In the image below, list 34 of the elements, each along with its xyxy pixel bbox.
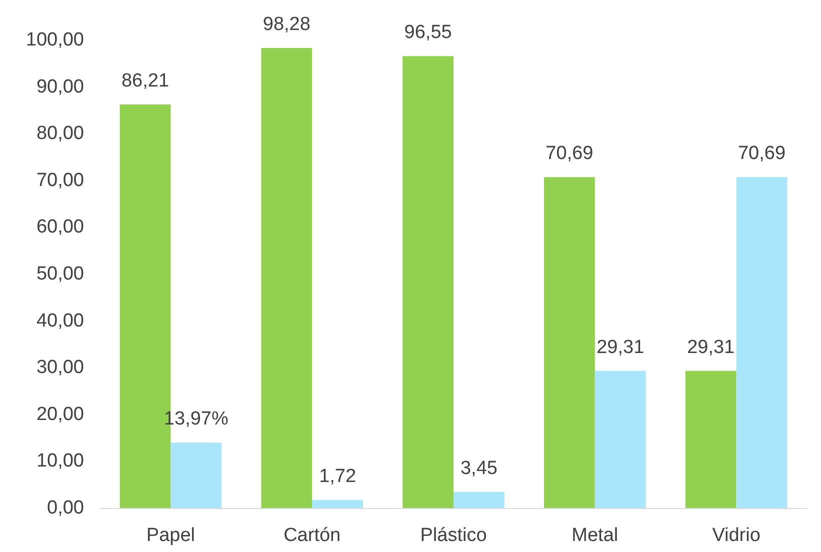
x-tick-label: Plástico [420, 525, 487, 546]
bar [736, 177, 788, 508]
data-label: 70,69 [738, 143, 786, 164]
bar [402, 56, 454, 508]
y-tick-label: 50,00 [36, 264, 84, 284]
data-label: 29,31 [687, 336, 735, 358]
x-tick-label: Metal [572, 525, 618, 546]
y-tick-label: 80,00 [36, 123, 84, 144]
y-tick-label: 0,00 [47, 498, 84, 518]
data-label: 1,72 [319, 466, 356, 487]
y-tick-label: 20,00 [36, 404, 84, 425]
y-tick-label: 100,00 [26, 30, 84, 50]
y-tick-label: 90,00 [36, 76, 84, 98]
y-tick-label: 60,00 [36, 216, 84, 238]
bar [261, 48, 312, 508]
bar [170, 442, 222, 508]
bar [544, 177, 595, 508]
bar [454, 492, 504, 508]
bar [312, 500, 364, 508]
bar [594, 370, 646, 508]
y-tick-label: 30,00 [36, 357, 84, 378]
x-tick-label: Cartón [284, 525, 341, 546]
bar [685, 370, 736, 508]
y-tick-label: 10,00 [36, 450, 84, 472]
y-tick-label: 70,00 [36, 170, 84, 191]
x-tick-label: Papel [146, 525, 196, 546]
data-label: 70,69 [546, 143, 594, 164]
y-tick-label: 40,00 [36, 310, 84, 332]
data-label: 29,31 [596, 336, 644, 358]
data-label: 86,21 [121, 70, 170, 92]
data-label: 3,45 [460, 458, 498, 479]
data-label: 96,55 [404, 22, 452, 44]
data-label: 98,28 [262, 14, 310, 36]
x-tick-label: Vidrio [712, 525, 760, 546]
